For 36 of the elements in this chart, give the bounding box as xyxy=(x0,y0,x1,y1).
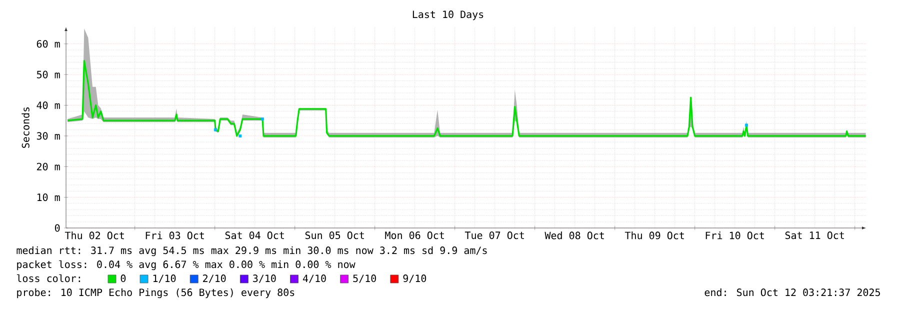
x-tick-label: Thu 09 Oct xyxy=(624,232,684,240)
y-tick-label: 50 m xyxy=(36,70,60,78)
point xyxy=(238,134,242,138)
line-series xyxy=(66,60,866,137)
text: median rtt: 31.7 ms avg 54.5 ms max 29.9 ms min 30.0 ms now 3.2 ms sd 9.9 am/s xyxy=(16,246,487,256)
y-tick-label: 60 m xyxy=(36,40,60,48)
text: end: Sun Oct 12 03:21:37 2025 xyxy=(704,288,880,296)
x-tick-label: Sat 04 Oct xyxy=(225,232,284,240)
legend-label: 1/10 xyxy=(153,274,176,283)
y-tick-label: 10 m xyxy=(37,194,60,202)
x-tick-label: Tue 07 Oct xyxy=(464,232,524,240)
x-tick-label: Mon 06 Oct xyxy=(385,232,444,240)
legend-label: 2/10 xyxy=(203,274,226,283)
y-tick-label: 40 m xyxy=(36,101,60,110)
y-tick-label: 0 xyxy=(54,224,60,232)
text: probe: 10 ICMP Echo Pings (56 Bytes) every 80s xyxy=(17,288,294,298)
legend-label: 0 xyxy=(120,274,126,282)
y-tick-label: 30 m xyxy=(36,132,60,140)
x-tick-label: Sat 11 Oct xyxy=(785,232,844,240)
x-tick-label: Fri 10 Oct xyxy=(706,232,764,240)
point xyxy=(214,128,218,132)
legend-label: 4/10 xyxy=(302,274,326,283)
y-axis-title: Seconds xyxy=(22,107,30,148)
point xyxy=(744,124,748,127)
legend-label: 9/10 xyxy=(403,274,426,283)
y-tick-label: 20 m xyxy=(37,162,60,170)
chart-title: Last 10 Days xyxy=(412,10,484,20)
x-tick-label: Fri 03 Oct xyxy=(146,232,204,240)
x-tick-label: Sun 05 Oct xyxy=(305,232,364,240)
x-tick-label: Thu 02 Oct xyxy=(64,232,124,240)
legend-title: loss color: xyxy=(17,274,80,282)
text: packet loss: 0.04 % avg 6.67 % max 0.00 % min 0.00 % now xyxy=(17,260,356,270)
point xyxy=(261,118,264,121)
x-tick-label: Wed 08 Oct xyxy=(544,232,604,240)
legend-label: 3/10 xyxy=(253,274,276,283)
legend-label: 5/10 xyxy=(353,274,376,283)
